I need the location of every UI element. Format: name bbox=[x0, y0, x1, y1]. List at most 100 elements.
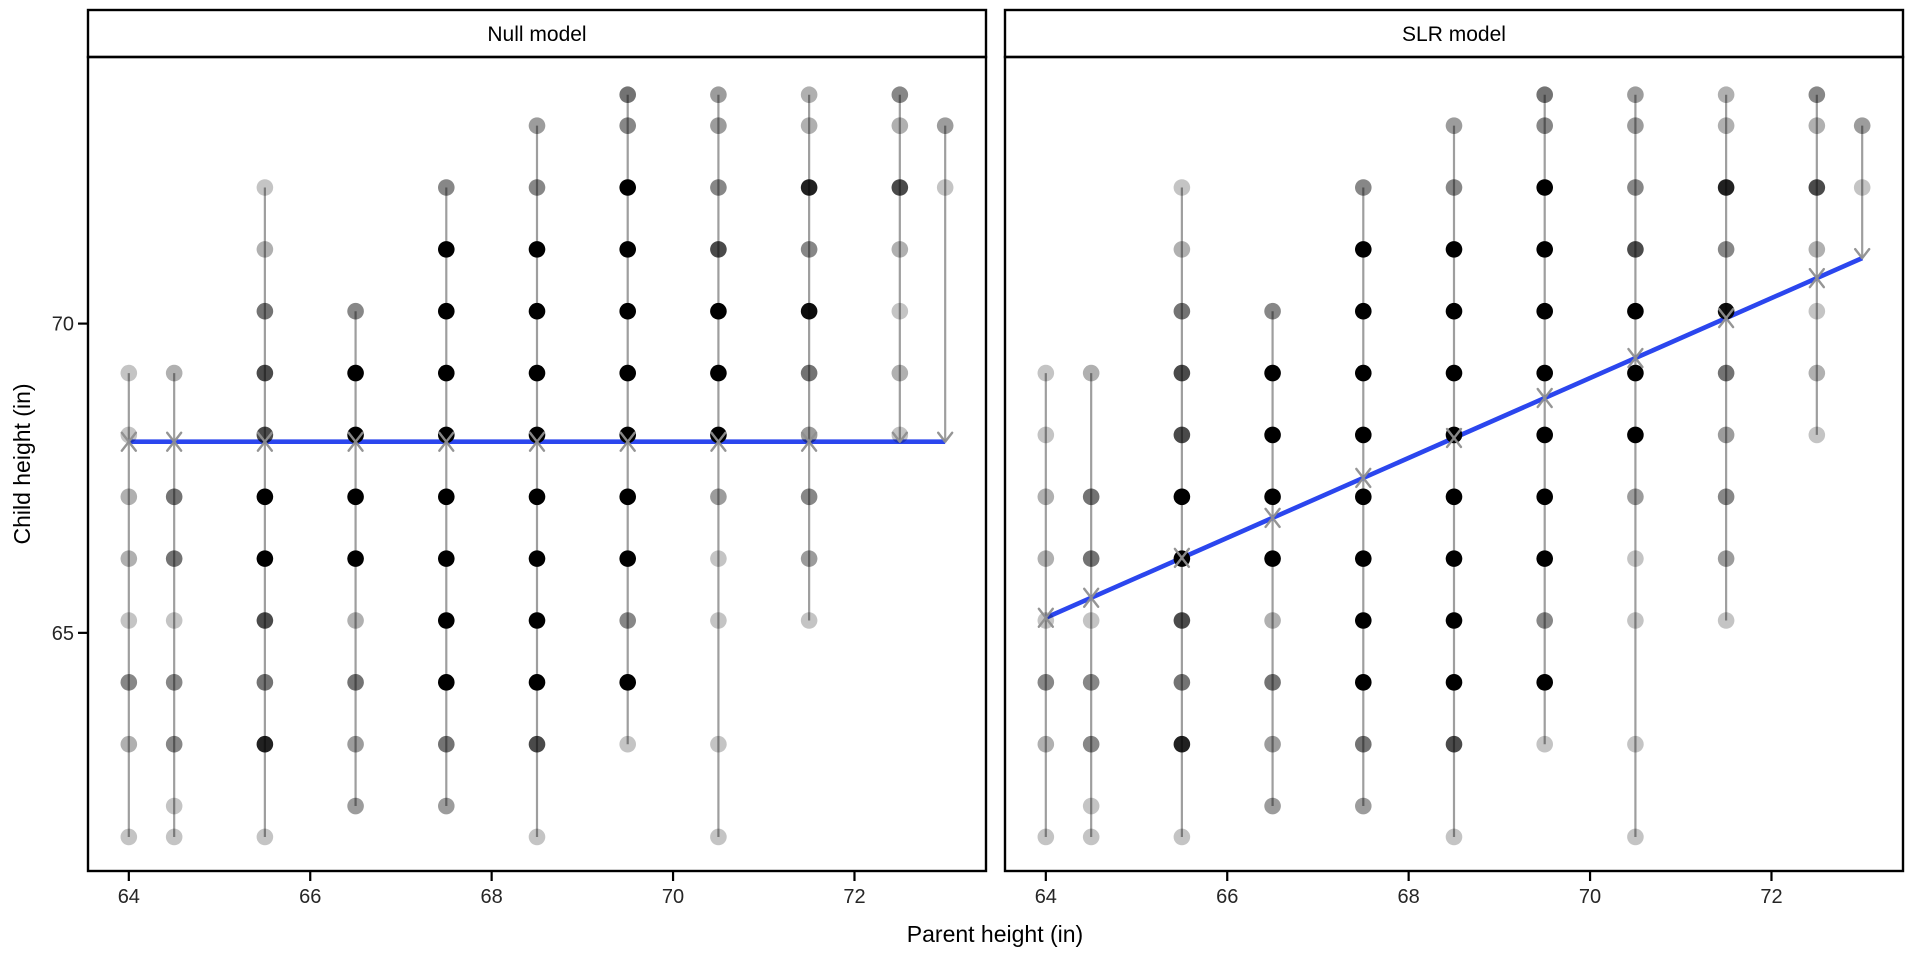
data-point bbox=[120, 488, 138, 506]
data-point bbox=[165, 550, 183, 567]
data-point bbox=[347, 612, 364, 629]
data-point bbox=[120, 550, 138, 567]
fitted-arrows bbox=[120, 431, 954, 452]
data-point bbox=[800, 302, 818, 320]
data-point bbox=[710, 86, 727, 104]
facet-strip-slr bbox=[1003, 8, 1905, 59]
fit-arrow bbox=[165, 431, 183, 452]
fitted-arrows bbox=[1037, 247, 1871, 628]
data-point bbox=[347, 674, 364, 691]
data-point bbox=[1627, 426, 1644, 444]
data-point bbox=[619, 426, 637, 444]
data-point bbox=[800, 86, 818, 104]
data-point bbox=[528, 488, 546, 506]
data-point bbox=[1173, 612, 1191, 629]
data-point bbox=[1354, 488, 1372, 506]
data-point bbox=[1354, 241, 1372, 258]
data-point bbox=[800, 364, 818, 382]
data-point bbox=[1082, 735, 1100, 753]
data-point bbox=[619, 612, 637, 629]
data-point bbox=[800, 117, 818, 134]
data-point bbox=[1627, 828, 1644, 846]
data-point bbox=[1808, 364, 1826, 382]
data-point bbox=[120, 735, 138, 753]
panel-border-null bbox=[86, 55, 988, 873]
data-point bbox=[1264, 735, 1281, 753]
data-point bbox=[120, 364, 138, 382]
data-point bbox=[1037, 550, 1055, 567]
data-point bbox=[1264, 797, 1281, 815]
data-point bbox=[1082, 550, 1100, 567]
data-point bbox=[1173, 364, 1191, 382]
data-point bbox=[1717, 241, 1735, 258]
data-point bbox=[1082, 674, 1100, 691]
panel-border-slr bbox=[1003, 55, 1905, 873]
data-points bbox=[120, 86, 954, 846]
data-point bbox=[347, 550, 364, 567]
data-point bbox=[1853, 117, 1871, 134]
data-point bbox=[1717, 550, 1735, 567]
data-point bbox=[1173, 828, 1191, 846]
fit-arrow bbox=[1355, 467, 1372, 489]
data-point bbox=[437, 488, 455, 506]
data-point bbox=[619, 550, 637, 567]
data-point bbox=[619, 364, 637, 382]
data-point bbox=[891, 241, 909, 258]
fit-arrow bbox=[438, 431, 455, 452]
data-point bbox=[1445, 735, 1463, 753]
data-point bbox=[1445, 674, 1463, 691]
data-point bbox=[528, 735, 546, 753]
fit-arrow bbox=[1808, 267, 1826, 289]
data-point bbox=[120, 612, 138, 629]
data-point bbox=[165, 612, 183, 629]
data-point bbox=[256, 612, 274, 629]
fit-arrow bbox=[1264, 507, 1281, 529]
data-point bbox=[120, 674, 138, 691]
data-point bbox=[1445, 488, 1463, 506]
data-point bbox=[1173, 241, 1191, 258]
data-point bbox=[1627, 302, 1644, 320]
data-point bbox=[1627, 86, 1644, 104]
data-point bbox=[165, 797, 183, 815]
fit-arrow bbox=[800, 431, 818, 452]
data-point bbox=[1082, 797, 1100, 815]
data-point bbox=[1536, 426, 1554, 444]
data-point bbox=[1264, 364, 1281, 382]
data-point bbox=[1173, 426, 1191, 444]
data-point bbox=[1082, 612, 1100, 629]
data-point bbox=[800, 612, 818, 629]
data-point bbox=[1037, 488, 1055, 506]
data-point bbox=[1445, 302, 1463, 320]
data-point bbox=[1627, 735, 1644, 753]
data-point bbox=[528, 828, 546, 846]
data-point bbox=[1536, 550, 1554, 567]
data-point bbox=[1264, 550, 1281, 567]
data-point bbox=[800, 488, 818, 506]
x-tick-label: 72 bbox=[843, 886, 865, 908]
data-point bbox=[619, 302, 637, 320]
residual-segments bbox=[1044, 94, 1864, 837]
data-point bbox=[1264, 612, 1281, 629]
data-point bbox=[1354, 302, 1372, 320]
data-point bbox=[800, 241, 818, 258]
data-point bbox=[1536, 674, 1554, 691]
data-point bbox=[619, 674, 637, 691]
data-point bbox=[165, 735, 183, 753]
data-point bbox=[891, 117, 909, 134]
fit-arrow bbox=[120, 431, 138, 452]
data-point bbox=[1717, 117, 1735, 134]
panel-null bbox=[120, 86, 954, 846]
data-point bbox=[347, 426, 364, 444]
data-point bbox=[1264, 674, 1281, 691]
data-point bbox=[1536, 117, 1554, 134]
data-point bbox=[891, 179, 909, 196]
data-point bbox=[1627, 488, 1644, 506]
data-point bbox=[1808, 241, 1826, 258]
data-point bbox=[256, 828, 274, 846]
data-point bbox=[1354, 612, 1372, 629]
data-point bbox=[1536, 488, 1554, 506]
data-point bbox=[256, 302, 274, 320]
data-point bbox=[256, 674, 274, 691]
data-point bbox=[1082, 828, 1100, 846]
